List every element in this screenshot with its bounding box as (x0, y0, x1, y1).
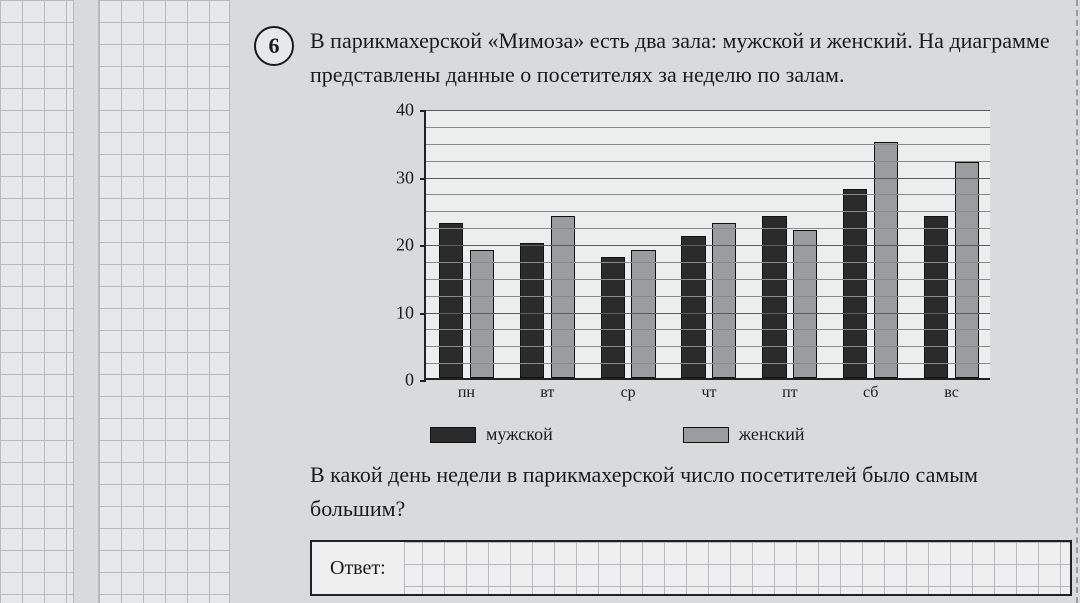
answer-label: Ответ: (312, 542, 405, 594)
bar-female (470, 250, 494, 378)
gridline (426, 178, 990, 179)
bar-male (439, 223, 463, 378)
chart-legend: мужской женский (430, 424, 805, 445)
y-tick-label: 10 (396, 302, 414, 323)
gridline (426, 211, 990, 212)
chart-plot-area: пнвтсрчтптсбвс (424, 110, 990, 380)
bar-female (551, 216, 575, 378)
bar-group: сб (830, 110, 911, 378)
bar-male (924, 216, 948, 378)
y-tick-mark (420, 245, 426, 247)
gridline (426, 279, 990, 280)
bar-male (601, 257, 625, 379)
bar-group: пт (749, 110, 830, 378)
graph-paper-left-2 (98, 0, 230, 603)
gridline (426, 296, 990, 297)
right-margin-dash (1076, 0, 1078, 603)
x-tick-label: пт (749, 384, 830, 402)
y-tick-mark (420, 313, 426, 315)
bar-group: пн (426, 110, 507, 378)
bar-group: ср (588, 110, 669, 378)
x-tick-label: вс (911, 384, 992, 402)
x-tick-label: чт (669, 384, 750, 402)
page: 6 В парикмахерской «Мимоза» есть два зал… (0, 0, 1080, 603)
gridline (426, 262, 990, 263)
y-tick-label: 40 (396, 100, 414, 121)
y-tick-label: 30 (396, 167, 414, 188)
gridline (426, 313, 990, 314)
x-tick-label: пн (426, 384, 507, 402)
gridline (426, 329, 990, 330)
y-tick-label: 0 (405, 370, 414, 391)
answer-box[interactable]: Ответ: (310, 540, 1072, 596)
y-tick-mark (420, 110, 426, 112)
legend-label-male: мужской (486, 424, 553, 445)
legend-swatch-female (683, 427, 729, 443)
legend-item-female: женский (683, 424, 805, 445)
x-tick-label: вт (507, 384, 588, 402)
bar-male (520, 243, 544, 378)
legend-swatch-male (430, 427, 476, 443)
y-tick-label: 20 (396, 235, 414, 256)
gridline (426, 161, 990, 162)
bar-male (762, 216, 786, 378)
bar-chart: 010203040 пнвтсрчтптсбвс (380, 110, 990, 410)
legend-item-male: мужской (430, 424, 553, 445)
graph-paper-left-1 (0, 0, 74, 603)
x-tick-label: сб (830, 384, 911, 402)
gridline (426, 245, 990, 246)
y-axis: 010203040 (380, 110, 420, 380)
problem-number-badge: 6 (254, 26, 294, 66)
problem-block: 6 В парикмахерской «Мимоза» есть два зал… (260, 10, 1072, 603)
x-tick-label: ср (588, 384, 669, 402)
question-text: В какой день недели в парикмахерской чис… (310, 458, 1068, 526)
bar-male (843, 189, 867, 378)
bar-female (712, 223, 736, 378)
gridline (426, 346, 990, 347)
y-tick-mark (420, 178, 426, 180)
gridline (426, 194, 990, 195)
bar-group: чт (669, 110, 750, 378)
bar-group: вт (507, 110, 588, 378)
bar-female (793, 230, 817, 379)
problem-statement: В парикмахерской «Мимоза» есть два зала:… (310, 24, 1068, 92)
gridline (426, 228, 990, 229)
gridline (426, 127, 990, 128)
y-tick-mark (420, 380, 426, 382)
gridline (426, 363, 990, 364)
bar-group: вс (911, 110, 992, 378)
gridline (426, 110, 990, 111)
gridline (426, 144, 990, 145)
bar-female (631, 250, 655, 378)
bar-male (681, 236, 705, 378)
legend-label-female: женский (739, 424, 805, 445)
chart-bars: пнвтсрчтптсбвс (426, 110, 990, 378)
